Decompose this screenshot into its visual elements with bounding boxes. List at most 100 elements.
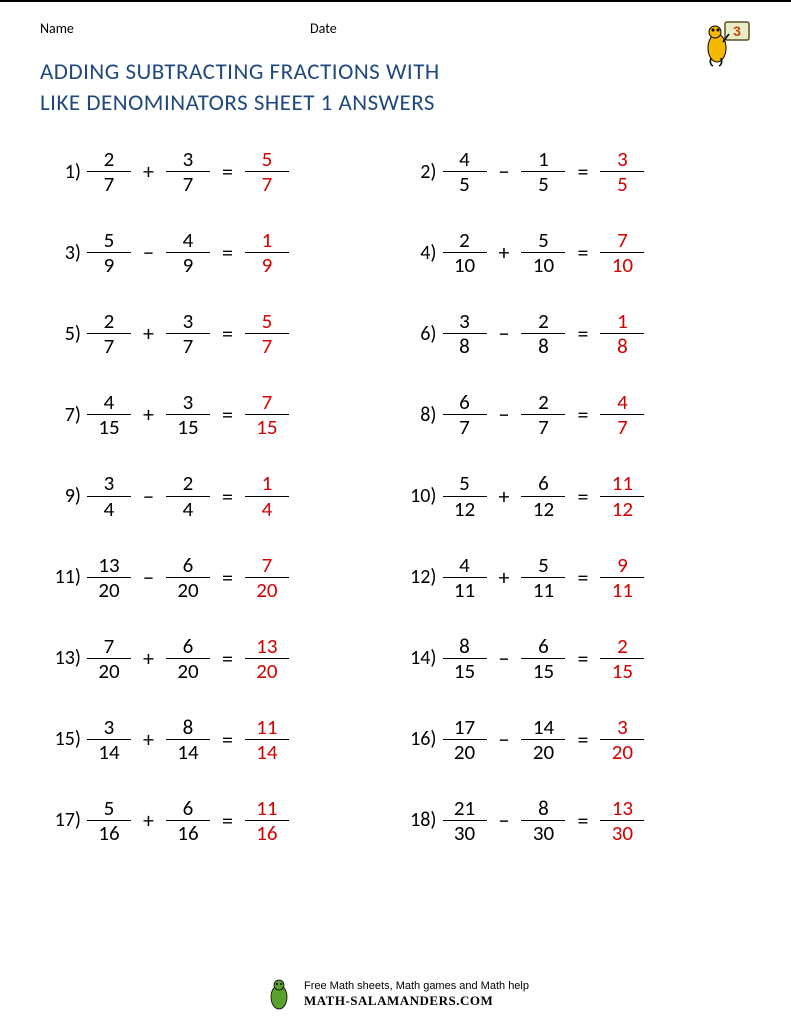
equals-sign: = [210,483,245,510]
date-label: Date [310,20,337,37]
fraction: 27 [521,390,565,439]
problem-number: 16) [401,727,443,751]
fraction: 511 [521,553,565,602]
problem-row: 5)27+37=57 [45,309,391,358]
numerator: 6 [175,553,202,577]
denominator: 10 [525,253,562,277]
fraction: 516 [87,796,131,845]
denominator: 12 [446,497,483,521]
numerator: 7 [254,390,281,414]
problem-number: 3) [45,241,87,265]
problem-number: 6) [401,322,443,346]
numerator: 17 [446,715,483,739]
denominator: 15 [525,659,562,683]
denominator: 20 [248,659,285,683]
fraction: 27 [87,309,131,358]
problem-row: 13)720+620=1320 [45,634,391,683]
numerator: 4 [609,390,636,414]
numerator: 6 [530,471,557,495]
problem-row: 9)34−24=14 [45,471,391,520]
fraction: 34 [87,471,131,520]
numerator: 3 [96,471,123,495]
denominator: 15 [446,659,483,683]
numerator: 3 [175,390,202,414]
fraction: 615 [521,634,565,683]
problem-row: 12)411+511=911 [401,553,747,602]
numerator: 13 [604,796,641,820]
numerator: 2 [451,228,478,252]
denominator: 7 [451,415,478,439]
numerator: 1 [530,147,557,171]
operator: + [487,483,522,510]
equals-sign: = [565,158,600,185]
answer-fraction: 1116 [245,796,289,845]
numerator: 2 [96,309,123,333]
problem-number: 12) [401,565,443,589]
problem-row: 1)27+37=57 [45,147,391,196]
equals-sign: = [565,320,600,347]
denominator: 20 [90,659,127,683]
denominator: 7 [175,334,202,358]
denominator: 5 [451,172,478,196]
operator: + [131,807,166,834]
problem-number: 13) [45,646,87,670]
denominator: 16 [90,821,127,845]
problem-number: 8) [401,403,443,427]
denominator: 30 [525,821,562,845]
problem-number: 15) [45,727,87,751]
numerator: 2 [609,634,636,658]
fraction: 37 [166,309,210,358]
numerator: 3 [609,147,636,171]
fraction: 815 [443,634,487,683]
worksheet-title: ADDING SUBTRACTING FRACTIONS WITH LIKE D… [40,57,751,119]
title-line-1: ADDING SUBTRACTING FRACTIONS WITH [40,58,440,86]
problem-row: 16)1720−1420=320 [401,715,747,764]
problem-row: 14)815−615=215 [401,634,747,683]
denominator: 11 [446,578,483,602]
numerator: 2 [530,390,557,414]
operator: + [487,564,522,591]
operator: + [131,320,166,347]
answer-fraction: 18 [600,309,644,358]
problem-number: 1) [45,160,87,184]
denominator: 14 [169,740,206,764]
numerator: 3 [175,309,202,333]
footer-logo-icon [262,977,296,1011]
problem-row: 10)512+612=1112 [401,471,747,520]
fraction: 27 [87,147,131,196]
fraction: 67 [443,390,487,439]
fraction: 28 [521,309,565,358]
denominator: 20 [90,578,127,602]
footer-tagline: Free Math sheets, Math games and Math he… [304,980,529,993]
header-row: Name Date [40,20,751,37]
numerator: 14 [525,715,562,739]
denominator: 5 [530,172,557,196]
denominator: 7 [175,172,202,196]
numerator: 5 [96,228,123,252]
numerator: 4 [451,147,478,171]
equals-sign: = [210,158,245,185]
numerator: 13 [248,634,285,658]
answer-fraction: 1112 [600,471,644,520]
operator: − [487,401,522,428]
problem-row: 4)210+510=710 [401,228,747,277]
answer-fraction: 710 [600,228,644,277]
equals-sign: = [565,645,600,672]
numerator: 2 [530,309,557,333]
denominator: 8 [451,334,478,358]
fraction: 620 [166,553,210,602]
answer-fraction: 14 [245,471,289,520]
fraction: 720 [87,634,131,683]
answer-fraction: 720 [245,553,289,602]
answer-fraction: 57 [245,309,289,358]
problem-number: 9) [45,484,87,508]
problem-number: 11) [45,565,87,589]
operator: − [487,807,522,834]
operator: − [487,158,522,185]
denominator: 12 [604,497,641,521]
problem-number: 5) [45,322,87,346]
numerator: 8 [530,796,557,820]
equals-sign: = [565,726,600,753]
numerator: 7 [96,634,123,658]
footer-site: MATH-SALAMANDERS.COM [304,993,529,1009]
